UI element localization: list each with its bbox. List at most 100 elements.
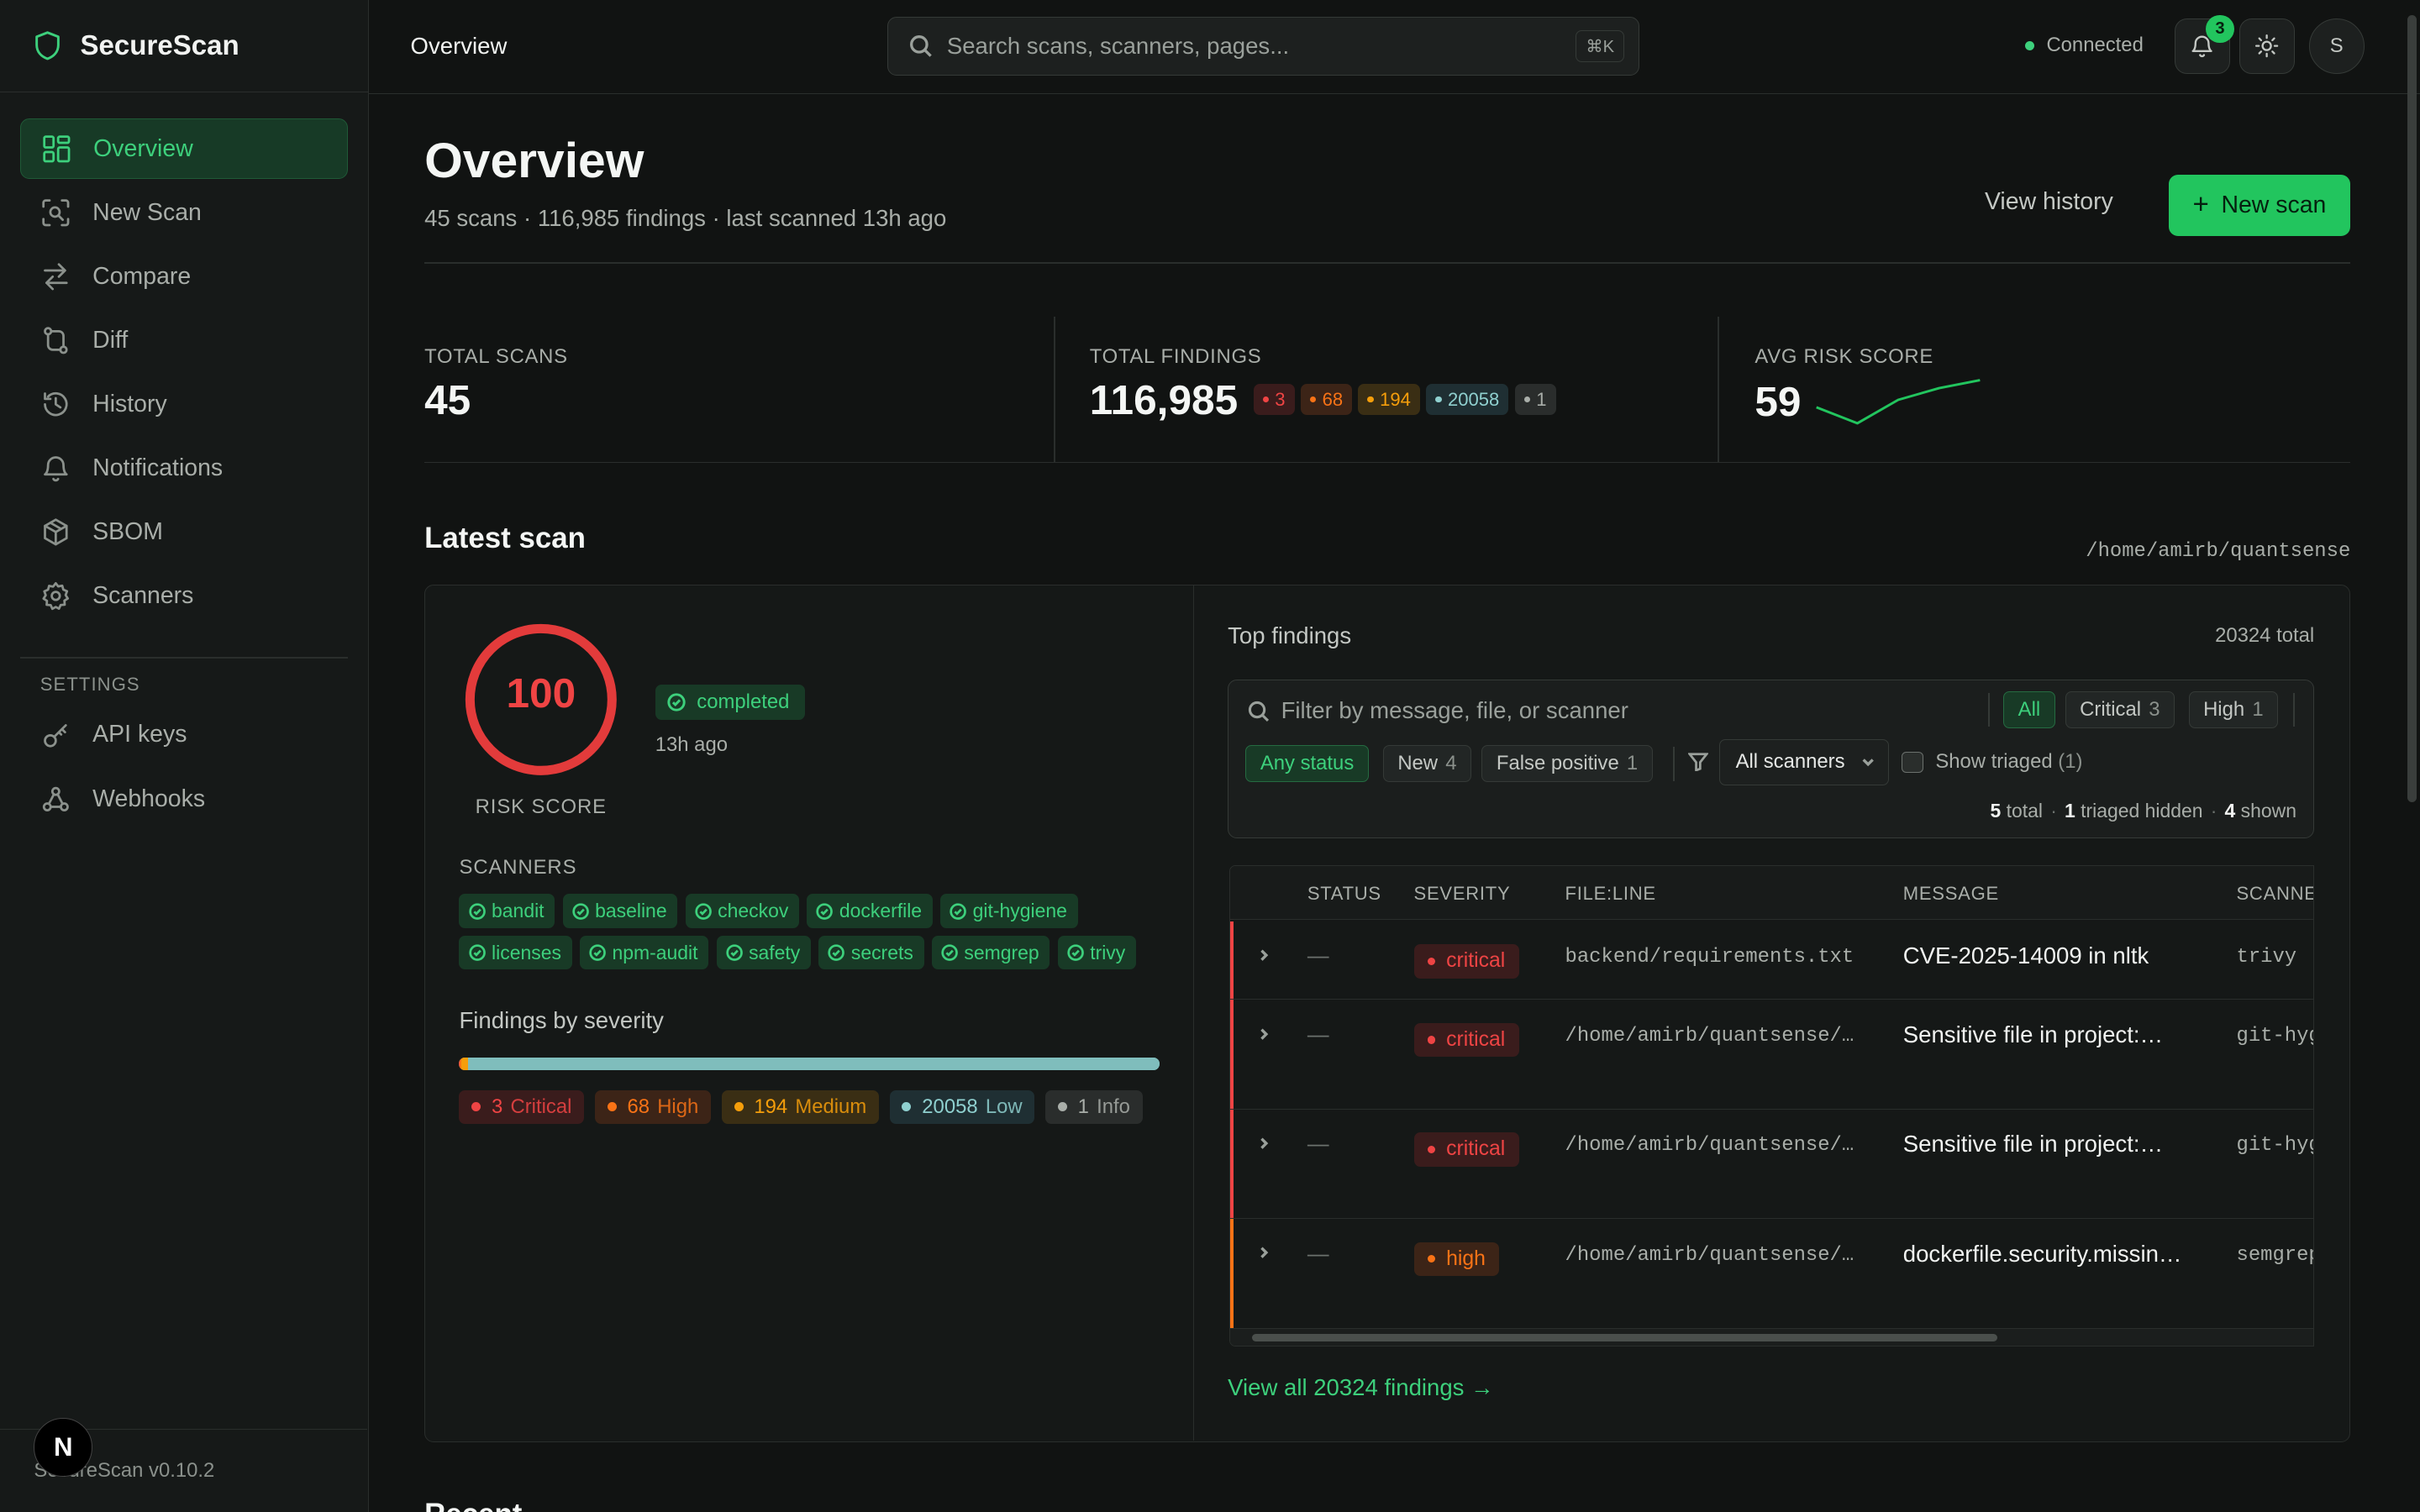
scanners-label: SCANNERS: [459, 855, 577, 879]
notification-count-badge: 3: [2206, 14, 2234, 43]
chevron-right-icon[interactable]: [1256, 1245, 1271, 1260]
filter-input[interactable]: Filter by message, file, or scanner: [1281, 697, 1628, 724]
dev-tools-badge[interactable]: N: [34, 1417, 93, 1477]
page-scrollbar[interactable]: [2407, 15, 2417, 803]
column-header[interactable]: SEVERITY: [1413, 882, 1511, 904]
sidebar-item-compare[interactable]: Compare: [20, 246, 348, 307]
filter-false-positive[interactable]: False positive 1: [1481, 745, 1653, 783]
info-count-badge: 1: [1514, 384, 1556, 416]
finding-status: —: [1307, 1022, 1329, 1047]
severity-bar: [459, 1058, 1160, 1070]
risk-score-ring: [465, 624, 617, 775]
finding-file: /home/amirb/quantsense/…: [1565, 1024, 1854, 1047]
shield-icon: [35, 31, 60, 60]
table-row[interactable]: — critical backend/requirements.txt CVE-202…: [1229, 921, 2314, 1000]
severity-pill-med[interactable]: 194 Medium: [721, 1089, 879, 1125]
sidebar-item-label: Webhooks: [92, 785, 206, 812]
user-avatar[interactable]: S: [2308, 18, 2365, 75]
filter-all[interactable]: All: [2003, 690, 2055, 729]
scanner-chip-trivy: trivy: [1057, 936, 1137, 970]
column-header[interactable]: FILE:LINE: [1565, 882, 1656, 904]
brand[interactable]: SecureScan: [0, 0, 368, 93]
table-row[interactable]: — high/home/amirb/quantsense/… dockerfile.…: [1229, 1219, 2314, 1329]
webhook-icon: [42, 786, 69, 811]
chevron-right-icon[interactable]: [1256, 1136, 1271, 1151]
severity-pill-high[interactable]: 68 High: [594, 1089, 711, 1125]
sidebar-item-sbom[interactable]: SBOM: [20, 502, 348, 563]
check-circle-icon: [571, 902, 589, 920]
stat-value-row: 59: [1754, 375, 1986, 428]
column-header[interactable]: SCANNER: [2236, 882, 2314, 904]
scan-age: 13h ago: [655, 733, 728, 757]
chevron-right-icon[interactable]: [1256, 1026, 1271, 1042]
scanner-chip-safety: safety: [716, 936, 812, 970]
global-search[interactable]: ⌘K: [887, 17, 1639, 76]
findings-filter: Filter by message, file, or scanner All …: [1228, 680, 2315, 839]
sidebar-item-webhooks[interactable]: Webhooks: [20, 769, 348, 829]
plus-icon: +: [2192, 189, 2209, 221]
sidebar-item-diff[interactable]: Diff: [20, 311, 348, 371]
top-findings-title: Top findings: [1228, 622, 1352, 649]
view-history-button[interactable]: View history: [1984, 188, 2113, 216]
finding-file: backend/requirements.txt: [1565, 946, 1854, 969]
status-dot: [2024, 40, 2034, 50]
filter-new[interactable]: New 4: [1382, 745, 1472, 783]
new-scan-button[interactable]: + New scan: [2168, 174, 2351, 236]
table-row[interactable]: — critical/home/amirb/quantsense/… Sensiti…: [1229, 1000, 2314, 1110]
column-header[interactable]: MESSAGE: [1902, 882, 1999, 904]
table-row[interactable]: — critical/home/amirb/quantsense/… Sensiti…: [1229, 1109, 2314, 1220]
severity-edge: [1229, 1109, 1234, 1219]
severity-pill-crit[interactable]: 3 Critical: [459, 1089, 585, 1125]
filter-high[interactable]: High 1: [2188, 690, 2279, 729]
show-triaged-label[interactable]: Show triaged (1): [1935, 749, 2083, 773]
scanner-select-value: All scanners: [1735, 750, 1845, 774]
page-subtitle: 45 scans · 116,985 findings · last scann…: [424, 205, 947, 232]
scanner-select[interactable]: All scanners: [1719, 738, 1890, 785]
scanner-chip-npm-audit: npm-audit: [579, 936, 709, 970]
check-circle-icon: [950, 902, 966, 920]
sidebar-item-scanners[interactable]: Scanners: [20, 566, 348, 627]
shortcut-hint: ⌘K: [1576, 30, 1625, 63]
severity-badge: high: [1413, 1242, 1500, 1277]
sidebar-item-new-scan[interactable]: New Scan: [20, 182, 348, 243]
severity-badge: critical: [1413, 1022, 1519, 1058]
sidebar-item-history[interactable]: History: [20, 375, 348, 435]
scanner-chip-label: git-hygiene: [972, 900, 1067, 922]
notifications-button[interactable]: 3: [2174, 14, 2234, 75]
sidebar-item-notifications[interactable]: Notifications: [20, 438, 348, 499]
severity-pill-info[interactable]: 1 Info: [1045, 1089, 1143, 1125]
sidebar-item-api-keys[interactable]: API keys: [20, 705, 348, 765]
page-title: Overview: [424, 133, 644, 188]
severity-pills: 3 Critical 68 High 194 Medium 20058 Low 1 Info: [459, 1089, 1169, 1125]
scanner-chip-dockerfile: dockerfile: [807, 894, 933, 928]
search-icon: [909, 35, 932, 58]
filter-any-status[interactable]: Any status: [1245, 745, 1369, 783]
table-horizontal-scrollbar[interactable]: [1229, 1328, 2314, 1346]
check-circle-icon: [667, 693, 687, 711]
sidebar-item-label: Overview: [93, 134, 193, 162]
filter-search[interactable]: Filter by message, file, or scanner: [1247, 697, 1628, 724]
view-all-findings-link[interactable]: View all 20324 findings →: [1228, 1373, 1494, 1400]
medium-count-badge: 194: [1358, 384, 1420, 416]
theme-toggle-button[interactable]: [2239, 18, 2296, 75]
search-input[interactable]: [946, 33, 1576, 60]
table-header: STATUS SEVERITY FILE:LINE MESSAGE SCANNE…: [1229, 865, 2314, 920]
sidebar-item-label: Notifications: [92, 454, 224, 481]
filter-critical[interactable]: Critical 3: [2065, 690, 2175, 729]
sidebar: SecureScan Overview New Scan Compare Dif…: [0, 0, 369, 1512]
settings-nav: API keys Webhooks: [0, 705, 368, 829]
check-circle-icon: [468, 902, 486, 920]
chevron-right-icon[interactable]: [1256, 948, 1271, 963]
show-triaged-checkbox[interactable]: [1901, 751, 1923, 774]
scanner-chip-licenses: licenses: [459, 936, 572, 970]
sidebar-item-label: Compare: [92, 262, 192, 290]
column-header[interactable]: STATUS: [1307, 882, 1381, 904]
severity-pill-low[interactable]: 20058 Low: [889, 1089, 1035, 1125]
scrollbar-thumb[interactable]: [1251, 1333, 1997, 1342]
high-count-badge: 68: [1300, 384, 1353, 416]
scanner-chip-bandit: bandit: [459, 894, 555, 928]
box-icon: [43, 518, 68, 546]
sidebar-item-overview[interactable]: Overview: [19, 118, 349, 180]
key-icon: [43, 723, 67, 748]
findings-table: STATUS SEVERITY FILE:LINE MESSAGE SCANNE…: [1228, 864, 2315, 1347]
